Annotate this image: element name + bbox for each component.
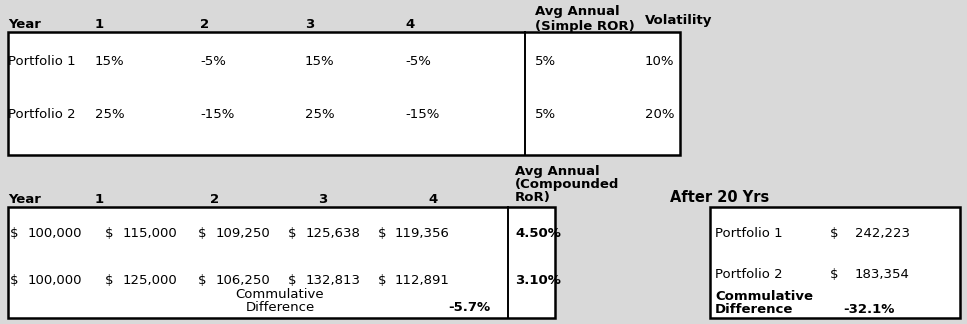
Text: 106,250: 106,250	[216, 274, 271, 287]
Text: 15%: 15%	[95, 55, 125, 68]
Text: 2: 2	[200, 18, 209, 31]
Text: 4: 4	[405, 18, 414, 31]
Text: Portfolio 1: Portfolio 1	[715, 227, 782, 240]
Text: $: $	[198, 274, 207, 287]
Text: 1: 1	[95, 18, 104, 31]
Text: 4: 4	[428, 193, 437, 206]
Text: 109,250: 109,250	[216, 227, 271, 240]
Text: $: $	[830, 268, 838, 281]
Text: After 20 Yrs: After 20 Yrs	[670, 190, 770, 205]
Text: 4.50%: 4.50%	[515, 227, 561, 240]
Text: 242,223: 242,223	[855, 227, 910, 240]
Text: 2: 2	[210, 193, 220, 206]
Text: 3: 3	[318, 193, 327, 206]
Text: -5%: -5%	[405, 55, 431, 68]
Text: Volatility: Volatility	[645, 14, 713, 27]
Text: 3: 3	[305, 18, 314, 31]
Text: Difference: Difference	[246, 301, 314, 314]
Text: Portfolio 2: Portfolio 2	[715, 268, 782, 281]
Text: 1: 1	[95, 193, 104, 206]
Bar	[8, 32, 680, 155]
Text: 132,813: 132,813	[306, 274, 361, 287]
Text: Commulative: Commulative	[715, 290, 813, 303]
Text: 25%: 25%	[305, 108, 335, 121]
Text: 119,356: 119,356	[395, 227, 450, 240]
Text: 10%: 10%	[645, 55, 675, 68]
Text: $: $	[10, 227, 18, 240]
Text: Avg Annual: Avg Annual	[535, 5, 620, 18]
Text: Commulative: Commulative	[236, 288, 324, 301]
Text: $: $	[288, 274, 297, 287]
Text: -15%: -15%	[405, 108, 439, 121]
Text: -5.7%: -5.7%	[448, 301, 490, 314]
Text: $: $	[830, 227, 838, 240]
Text: Year: Year	[8, 193, 41, 206]
Text: $: $	[105, 227, 113, 240]
Text: -15%: -15%	[200, 108, 234, 121]
Text: 125,638: 125,638	[306, 227, 361, 240]
Text: 3.10%: 3.10%	[515, 274, 561, 287]
Text: (Simple ROR): (Simple ROR)	[535, 20, 634, 33]
Text: $: $	[378, 274, 387, 287]
Bar	[8, 207, 555, 318]
Text: 5%: 5%	[535, 108, 556, 121]
Text: $: $	[288, 227, 297, 240]
Bar	[710, 207, 960, 318]
Text: RoR): RoR)	[515, 191, 551, 204]
Text: $: $	[10, 274, 18, 287]
Text: $: $	[198, 227, 207, 240]
Text: 100,000: 100,000	[28, 274, 82, 287]
Text: 15%: 15%	[305, 55, 335, 68]
Text: 25%: 25%	[95, 108, 125, 121]
Text: -5%: -5%	[200, 55, 226, 68]
Text: Portfolio 2: Portfolio 2	[8, 108, 75, 121]
Text: (Compounded: (Compounded	[515, 178, 620, 191]
Text: 115,000: 115,000	[123, 227, 178, 240]
Text: 5%: 5%	[535, 55, 556, 68]
Text: Year: Year	[8, 18, 41, 31]
Text: $: $	[105, 274, 113, 287]
Text: 112,891: 112,891	[395, 274, 450, 287]
Text: $: $	[378, 227, 387, 240]
Text: 183,354: 183,354	[855, 268, 910, 281]
Text: Portfolio 1: Portfolio 1	[8, 55, 75, 68]
Text: 125,000: 125,000	[123, 274, 178, 287]
Text: Difference: Difference	[715, 303, 793, 316]
Text: 20%: 20%	[645, 108, 675, 121]
Text: Avg Annual: Avg Annual	[515, 165, 600, 178]
Text: -32.1%: -32.1%	[843, 303, 895, 316]
Text: 100,000: 100,000	[28, 227, 82, 240]
